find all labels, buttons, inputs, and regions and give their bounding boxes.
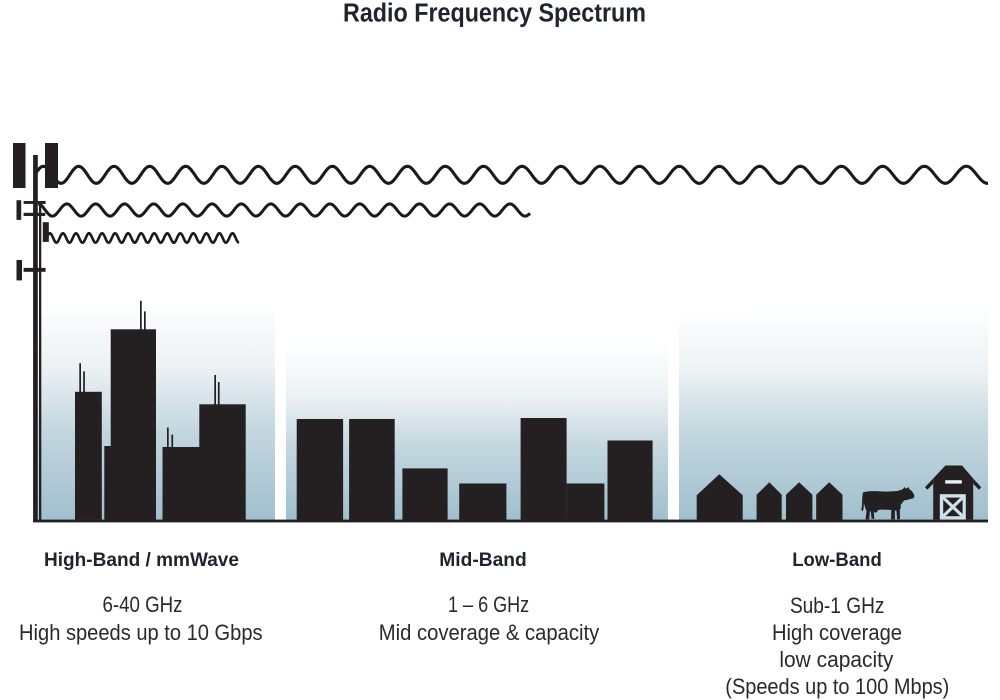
svg-text:Radio Frequency Spectrum: Radio Frequency Spectrum: [343, 0, 646, 27]
svg-text:1 – 6 GHz: 1 – 6 GHz: [448, 592, 529, 617]
svg-text:High coverage: High coverage: [772, 620, 902, 645]
svg-text:High speeds up to 10 Gbps: High speeds up to 10 Gbps: [19, 620, 263, 645]
svg-text:Mid coverage & capacity: Mid coverage & capacity: [379, 620, 600, 645]
svg-text:low capacity: low capacity: [779, 647, 893, 672]
svg-text:(Speeds up to 100 Mbps): (Speeds up to 100 Mbps): [725, 674, 949, 699]
svg-text:6-40 GHz: 6-40 GHz: [103, 592, 183, 617]
svg-text:Mid-Band: Mid-Band: [439, 550, 527, 571]
svg-text:High-Band / mmWave: High-Band / mmWave: [44, 550, 239, 571]
svg-text:Low-Band: Low-Band: [792, 550, 882, 571]
svg-text:Sub-1 GHz: Sub-1 GHz: [790, 593, 885, 618]
